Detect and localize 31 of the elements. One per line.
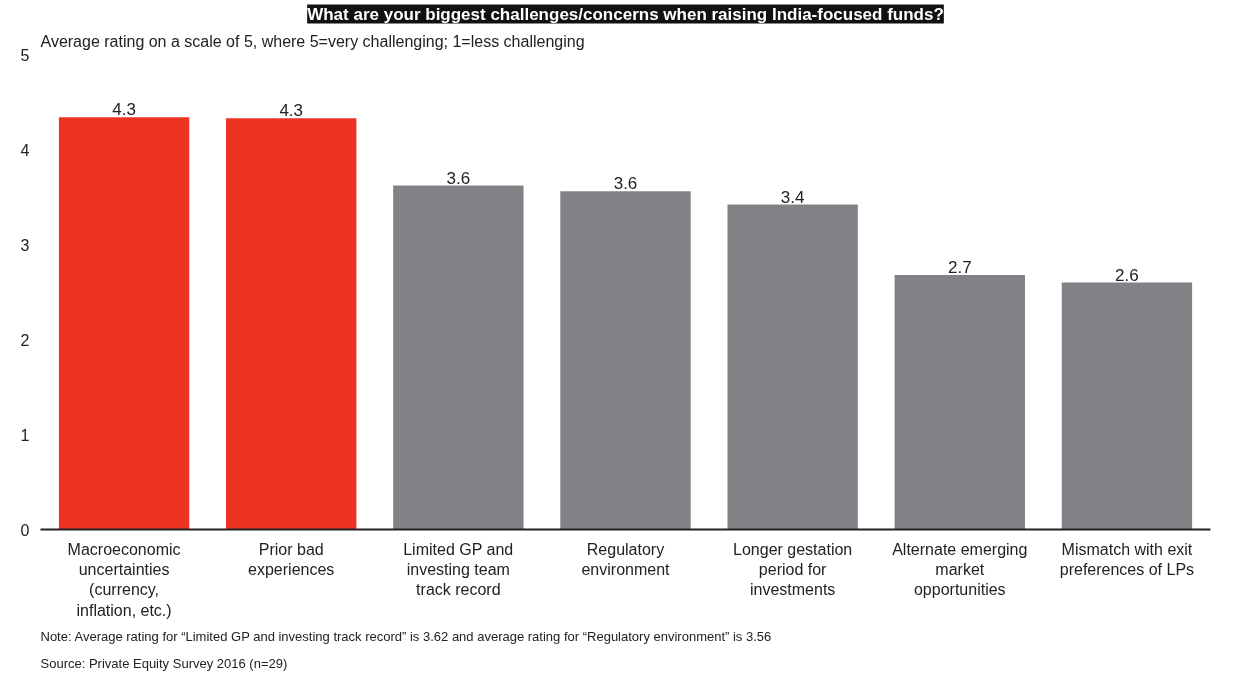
x-tick-label: Longer gestation period for investments	[733, 540, 853, 599]
y-tick-label: 4	[20, 141, 30, 159]
bar	[560, 191, 691, 530]
text: Note: Average rating for “Limited GP and investing track record” is 3.62 and average rating for “Regulatory environment” is 3.56	[40, 628, 772, 644]
x-tick-label: Prior bad experiences	[248, 540, 335, 578]
data-label: 3.4	[780, 187, 805, 207]
bar	[58, 117, 190, 530]
chart-subtitle: Average rating on a scale of 5, where 5=very challenging; 1=less challenging	[40, 32, 585, 50]
x-tick-label: Macroeconomic uncertainties (currency, inflation, etc.)	[67, 540, 181, 619]
data-label: 4.3	[112, 100, 136, 120]
bar	[727, 204, 858, 530]
y-tick-label: 0	[20, 521, 30, 539]
y-tick-label: 3	[20, 236, 30, 254]
data-label: 2.6	[1115, 265, 1139, 285]
y-tick-label: 1	[20, 426, 30, 444]
data-label: 3.6	[613, 174, 638, 194]
y-tick-label: 5	[20, 46, 30, 64]
bar	[894, 274, 1025, 530]
data-label: 2.7	[947, 257, 972, 277]
source-note: Source: Private Equity Survey 2016 (n=29)	[40, 655, 288, 671]
chart-title: What are your biggest challenges/concerns when raising India-focused funds?	[307, 4, 944, 24]
data-label: 4.3	[279, 101, 304, 121]
bar	[1061, 282, 1193, 530]
x-tick-label: Alternate emerging market opportunities	[892, 540, 1028, 599]
bar	[393, 185, 524, 530]
x-tick-label: Regulatory environment	[581, 540, 671, 578]
bar	[226, 118, 357, 530]
x-tick-label: Limited GP and investing team track record	[403, 540, 514, 599]
x-tick-label: Mismatch with exit preferences of LPs	[1059, 540, 1195, 578]
data-label: 3.6	[446, 168, 471, 188]
y-tick-label: 2	[20, 331, 30, 349]
